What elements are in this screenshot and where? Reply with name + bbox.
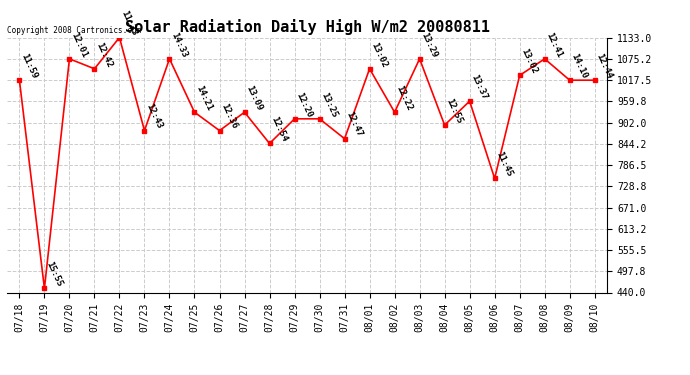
- Text: 15:55: 15:55: [44, 260, 64, 288]
- Text: 13:02: 13:02: [520, 47, 539, 75]
- Text: 13:37: 13:37: [470, 73, 489, 101]
- Text: 12:20: 12:20: [295, 91, 314, 119]
- Text: 12:36: 12:36: [219, 102, 239, 130]
- Text: 12:47: 12:47: [344, 111, 364, 139]
- Text: 12:22: 12:22: [395, 84, 414, 112]
- Text: 11:59: 11:59: [19, 52, 39, 80]
- Text: 12:42: 12:42: [95, 40, 114, 69]
- Text: 13:25: 13:25: [319, 91, 339, 119]
- Text: 11:33: 11:33: [119, 9, 139, 38]
- Text: 14:21: 14:21: [195, 84, 214, 112]
- Text: 12:44: 12:44: [595, 52, 614, 80]
- Text: 13:29: 13:29: [420, 31, 439, 59]
- Text: 12:41: 12:41: [544, 31, 564, 59]
- Text: 14:33: 14:33: [170, 31, 189, 59]
- Text: Copyright 2008 Cartronics.com: Copyright 2008 Cartronics.com: [7, 26, 141, 35]
- Text: 12:55: 12:55: [444, 97, 464, 125]
- Text: 12:54: 12:54: [270, 116, 289, 144]
- Text: 13:09: 13:09: [244, 84, 264, 112]
- Text: 14:10: 14:10: [570, 52, 589, 80]
- Text: 12:43: 12:43: [144, 102, 164, 130]
- Text: 13:02: 13:02: [370, 40, 389, 69]
- Text: 11:45: 11:45: [495, 150, 514, 178]
- Title: Solar Radiation Daily High W/m2 20080811: Solar Radiation Daily High W/m2 20080811: [125, 19, 489, 35]
- Text: 12:01: 12:01: [70, 31, 89, 59]
